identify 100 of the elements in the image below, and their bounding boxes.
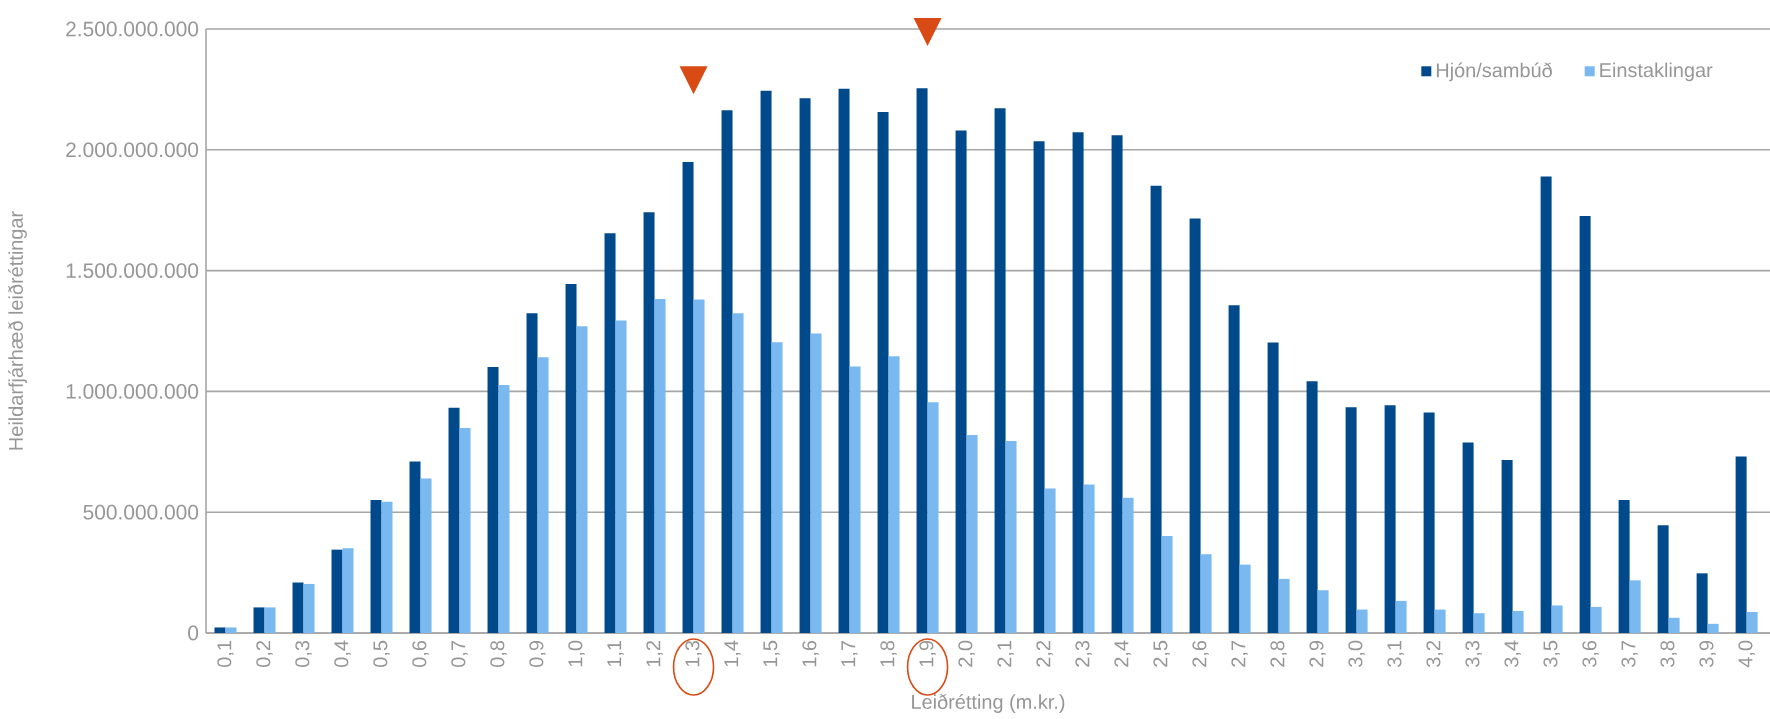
bar: [760, 90, 772, 633]
legend-label: Einstaklingar: [1600, 62, 1713, 82]
x-tick-label: 3,7: [1621, 641, 1638, 667]
x-tick-label: 0,2: [256, 641, 273, 667]
bar: [877, 112, 889, 633]
x-tick-label: 0,5: [373, 640, 390, 667]
x-tick-label: 3,8: [1660, 640, 1677, 667]
x-tick-label: 2,1: [997, 641, 1014, 667]
bar: [1150, 185, 1162, 633]
bar: [487, 367, 499, 633]
bar: [1512, 611, 1524, 633]
x-tick-label: 1,9: [919, 640, 936, 667]
x-tick-label: 2,3: [1075, 640, 1092, 667]
bar: [1696, 573, 1708, 633]
bar: [604, 233, 616, 633]
bar: [838, 88, 850, 633]
bar: [342, 548, 354, 633]
bar: [1384, 405, 1396, 633]
bar: [1189, 218, 1201, 633]
legend-label: Hjón/sambúð: [1436, 62, 1552, 82]
bar: [1395, 600, 1407, 633]
bar: [1228, 305, 1240, 633]
bar: [1044, 488, 1056, 633]
bar: [1122, 497, 1134, 633]
bar: [498, 384, 510, 633]
bar: [732, 313, 744, 633]
x-tick-label: 0,7: [451, 641, 468, 667]
bar: [1501, 460, 1513, 633]
bar: [303, 583, 315, 633]
bar: [420, 478, 432, 633]
bar: [1317, 590, 1329, 633]
x-tick-label: 3,0: [1348, 640, 1365, 667]
x-tick-label: 1,8: [880, 640, 897, 667]
bar: [615, 320, 627, 633]
bar: [1033, 141, 1045, 633]
x-axis-title: Leiðrétting (m.kr.): [912, 694, 1065, 713]
bar: [264, 607, 276, 633]
bar: [448, 407, 460, 633]
bar: [955, 130, 967, 633]
bar: [1239, 564, 1251, 633]
x-tick-label: 2,0: [958, 640, 975, 667]
bar: [643, 212, 655, 633]
bar: [916, 88, 928, 633]
bar: [1356, 609, 1368, 633]
bar: [537, 357, 549, 633]
x-tick-label: 3,9: [1699, 640, 1716, 667]
bar: [1590, 606, 1602, 633]
x-tick-label: 3,5: [1543, 640, 1560, 667]
x-tick-label: 0,6: [412, 640, 429, 667]
bar: [966, 434, 978, 633]
bar: [1200, 554, 1212, 633]
x-tick-label: 2,9: [1309, 640, 1326, 667]
bar: [331, 549, 343, 633]
bar: [1345, 407, 1357, 633]
y-tick-label: 2.500.000.000: [66, 21, 199, 37]
bar: [810, 333, 822, 633]
y-tick-label: 1.500.000.000: [66, 263, 199, 279]
bar: [771, 342, 783, 633]
bar: [1540, 176, 1552, 633]
x-tick-label: 1,1: [607, 641, 624, 667]
x-tick-label: 2,6: [1192, 640, 1209, 667]
y-tick-label: 0: [188, 625, 199, 641]
bar: [849, 366, 861, 633]
x-tick-label: 2,4: [1114, 640, 1131, 667]
bar: [1707, 623, 1719, 633]
x-tick-label: 1,6: [802, 640, 819, 667]
x-tick-label: 1,4: [724, 640, 741, 667]
bar: [1005, 440, 1017, 633]
bar: [526, 313, 538, 633]
bar: [576, 326, 588, 633]
bar: [1267, 342, 1279, 633]
bar: [1657, 525, 1669, 633]
x-tick-label: 3,1: [1387, 641, 1404, 667]
bar: [409, 461, 421, 633]
x-tick-label: 1,2: [646, 641, 663, 667]
bar: [253, 607, 265, 633]
x-tick-label: 2,8: [1270, 640, 1287, 667]
x-tick-label: 1,7: [841, 641, 858, 667]
bar: [927, 402, 939, 633]
bar: [693, 299, 705, 633]
x-tick-label: 3,3: [1465, 640, 1482, 667]
bar: [1551, 605, 1563, 633]
bar: [654, 299, 666, 633]
x-tick-label: 3,6: [1582, 640, 1599, 667]
bar: [1618, 499, 1630, 633]
bar: [1306, 381, 1318, 633]
bar: [1423, 412, 1435, 633]
bar: [1746, 611, 1758, 633]
x-tick-label: 0,3: [295, 640, 312, 667]
y-tick-label: 500.000.000: [83, 504, 199, 520]
x-tick-label: 0,1: [217, 641, 234, 667]
bar: [1462, 442, 1474, 633]
bar: [1278, 578, 1290, 633]
y-tick-label: 2.000.000.000: [66, 142, 199, 158]
bar: [214, 627, 226, 633]
bar: [1668, 617, 1680, 633]
x-tick-label: 2,7: [1231, 641, 1248, 667]
bar: [1161, 535, 1173, 633]
x-tick-label: 1,0: [568, 640, 585, 667]
x-tick-label: 0,4: [334, 640, 351, 667]
